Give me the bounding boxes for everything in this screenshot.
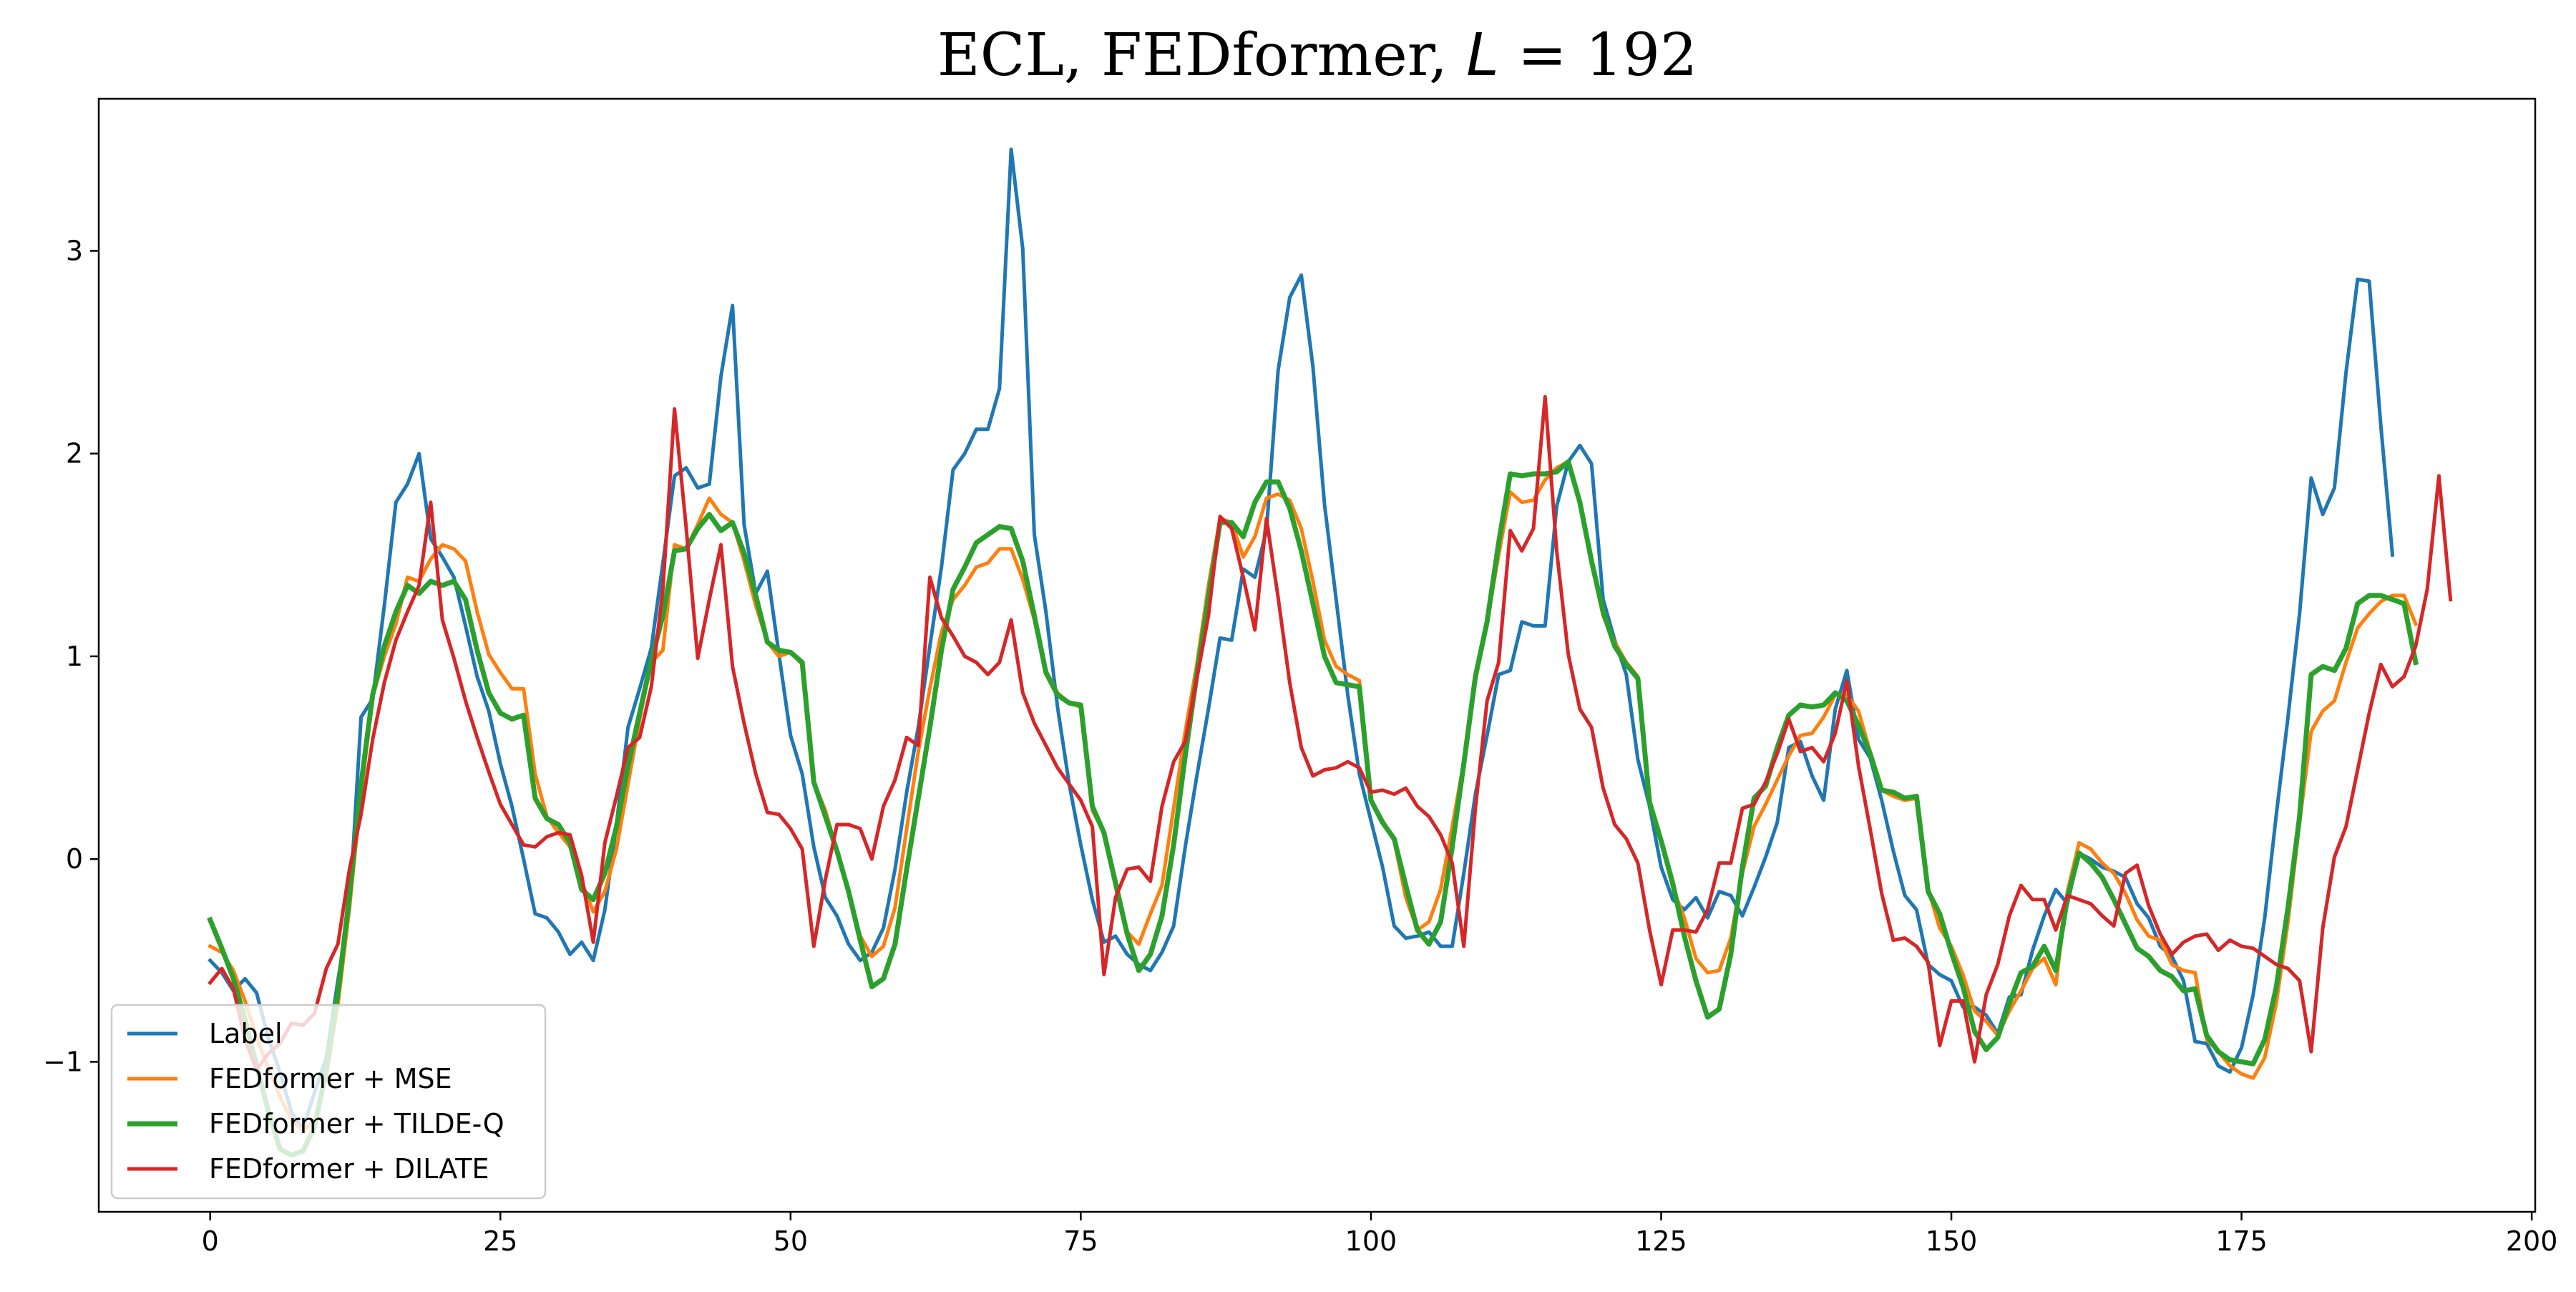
chart-title: ECL, FEDformer, L = 192	[937, 21, 1697, 89]
legend-label: Label	[209, 1018, 283, 1049]
legend-item: FEDformer + MSE	[127, 1063, 452, 1094]
series-line-3	[208, 394, 2453, 1072]
x-tick-label: 50	[774, 1225, 808, 1257]
x-tick-label: 0	[202, 1225, 219, 1257]
series-line-2	[207, 459, 2419, 1158]
x-tick-label: 200	[2506, 1225, 2558, 1257]
y-tick-label: 1	[66, 641, 83, 672]
series-layer	[207, 147, 2453, 1158]
series-line-0	[208, 147, 2395, 1131]
chart-title-prefix: ECL, FEDformer,	[937, 21, 1466, 89]
y-tick-label: −1	[43, 1046, 83, 1077]
legend-label: FEDformer + MSE	[209, 1063, 452, 1094]
x-tick-label: 75	[1063, 1225, 1098, 1257]
x-axis: 0 25 50 75 100 125 150 175 200	[202, 1212, 2558, 1257]
legend-box	[110, 1004, 547, 1200]
chart-title-suffix: = 192	[1499, 21, 1697, 89]
y-axis: −1 0 1 2 3	[43, 235, 99, 1077]
x-tick-label: 125	[1635, 1225, 1687, 1257]
x-tick-label: 175	[2215, 1225, 2268, 1257]
chart-title-variable: L	[1466, 21, 1499, 89]
x-tick-label: 25	[483, 1225, 517, 1257]
legend-item: Label	[127, 1018, 283, 1049]
y-tick-label: 3	[66, 235, 83, 266]
x-tick-label: 150	[1926, 1225, 1978, 1257]
legend-label: FEDformer + TILDE-Q	[209, 1108, 504, 1140]
legend-label: FEDformer + DILATE	[209, 1153, 489, 1185]
y-tick-label: 0	[66, 843, 83, 875]
plot-frame	[97, 97, 2537, 1213]
legend: Label FEDformer + MSE FEDformer + TILDE-Q F…	[110, 1004, 547, 1200]
legend-item: FEDformer + TILDE-Q	[127, 1108, 504, 1140]
legend-item: FEDformer + DILATE	[127, 1153, 489, 1185]
x-tick-label: 100	[1345, 1225, 1397, 1257]
y-tick-label: 2	[66, 438, 83, 470]
